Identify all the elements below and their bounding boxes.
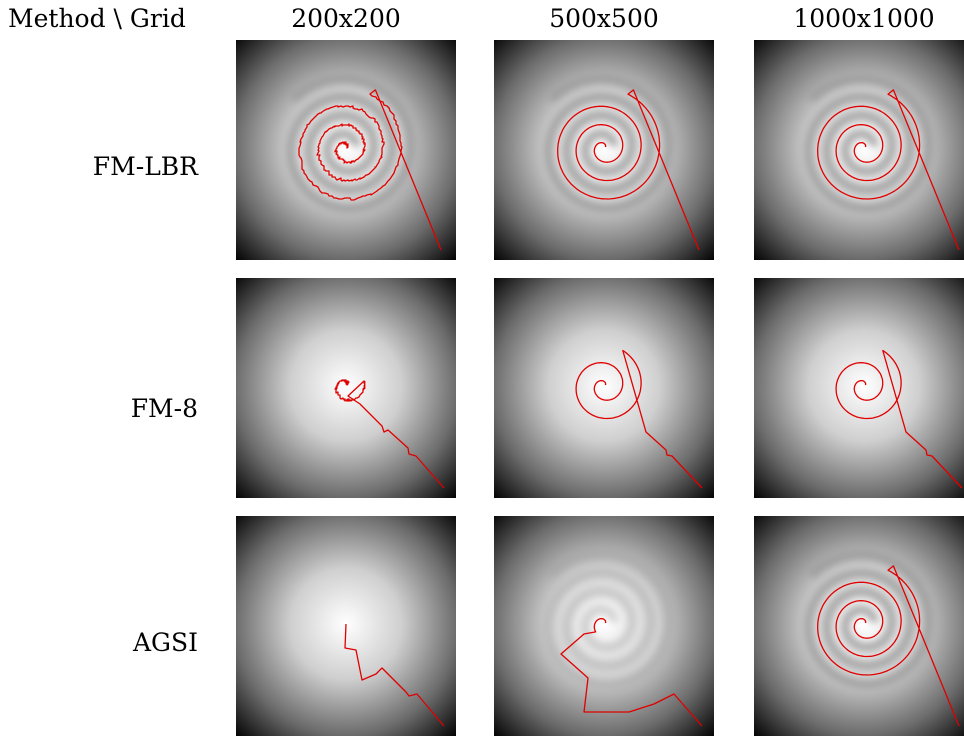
panel-agsi-500 [494,516,714,736]
shortest-path-line [817,89,960,251]
distance-field-image [494,40,714,260]
spiral-wall-band [803,550,934,689]
row-label-fm-8: FM-8 [130,394,198,423]
shortest-path-line [817,565,960,727]
distance-field-image [494,278,714,498]
field-background [494,516,714,736]
spiral-wall-band [285,74,416,213]
distance-field-image [754,278,964,498]
field-background [236,278,456,498]
panel-fm-8-1000 [754,278,964,498]
panel-fm-8-200 [236,278,456,498]
column-header-1000: 1000x1000 [793,4,935,33]
field-background [236,40,456,260]
field-background [754,278,964,498]
shortest-path-line [835,349,963,489]
shortest-path-line [298,89,442,251]
panel-agsi-200 [236,516,456,736]
panel-fm-8-500 [494,278,714,498]
shortest-path-line [575,349,703,489]
column-header-500: 500x500 [549,4,659,33]
field-background [494,40,714,260]
corner-label: Method \ Grid [8,4,186,33]
panel-fm-lbr-500 [494,40,714,260]
distance-field-image [236,40,456,260]
distance-field-image [494,516,714,736]
spiral-wall-band [543,550,674,689]
distance-field-image [754,516,964,736]
spiral-wall-band [803,74,934,213]
shortest-path-line [557,89,700,251]
shortest-path-line [334,379,445,489]
shortest-path-line [344,623,445,727]
column-header-200: 200x200 [291,4,401,33]
panel-fm-lbr-1000 [754,40,964,260]
shortest-path-line [560,617,703,727]
row-label-fm-lbr: FM-LBR [92,152,198,181]
panel-fm-lbr-200 [236,40,456,260]
distance-field-image [236,516,456,736]
spiral-wall-band [543,74,674,213]
panel-agsi-1000 [754,516,964,736]
row-label-agsi: AGSI [132,628,198,657]
distance-field-image [754,40,964,260]
distance-field-image [236,278,456,498]
